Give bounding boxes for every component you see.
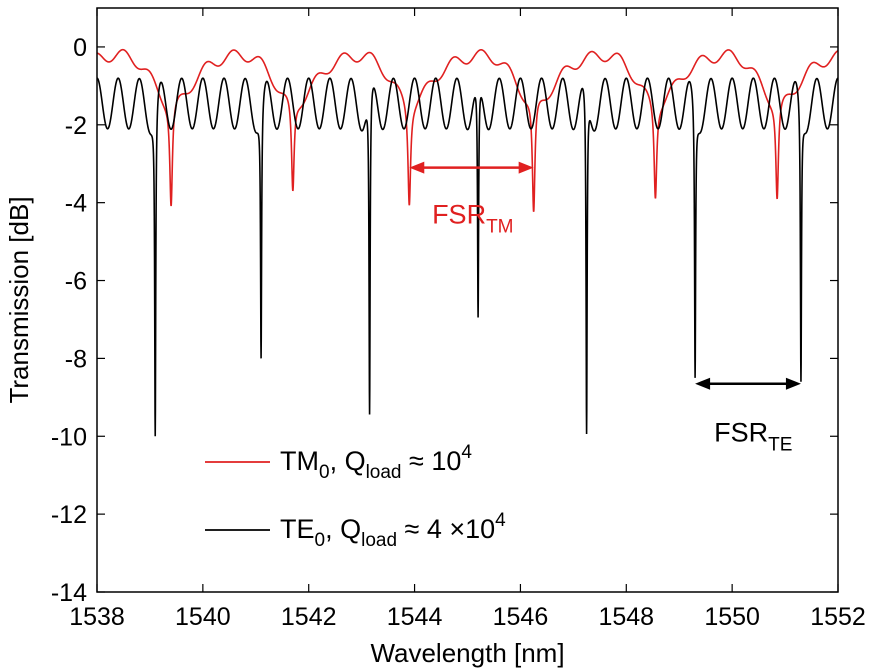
fsr-te-label: FSRTE xyxy=(714,417,792,455)
y-tick-label: -10 xyxy=(51,423,87,451)
fsr-te-arrow-head-right xyxy=(785,377,801,390)
plot-frame xyxy=(96,7,839,593)
legend: TM0, Qload ≈ 104 TE0, Qload ≈ 4 ×104 xyxy=(205,442,506,551)
y-tick-label: 0 xyxy=(73,34,87,62)
x-axis-label: Wavelength [nm] xyxy=(370,638,564,668)
fsr-te-arrow-head-left xyxy=(695,377,711,390)
x-tick-label: 1542 xyxy=(281,603,337,631)
x-tick-label: 1548 xyxy=(598,603,654,631)
legend-label-tm: TM0, Qload ≈ 104 xyxy=(280,442,472,483)
y-tick-label: -12 xyxy=(51,501,87,529)
y-axis-label: Transmission [dB] xyxy=(4,196,34,403)
series-line-te xyxy=(97,77,838,437)
fsr-tm-label: FSRTM xyxy=(432,199,513,237)
plot-lines xyxy=(97,48,838,437)
series-line-tm xyxy=(97,48,838,212)
annotations: FSRTM FSRTE xyxy=(409,161,801,455)
y-tick-label: -6 xyxy=(65,268,87,296)
x-tick-label: 1546 xyxy=(493,603,549,631)
fsr-tm-arrow-head-right xyxy=(518,161,534,174)
y-tick-label: -2 xyxy=(65,112,87,140)
y-tick-label: -4 xyxy=(65,190,87,218)
axis-ticks: 1538 1540 1542 1544 1546 1548 1550 1552 0 -2 -4 -6 -… xyxy=(51,8,866,631)
x-tick-label: 1540 xyxy=(175,603,231,631)
x-tick-label: 1550 xyxy=(704,603,760,631)
x-tick-label: 1552 xyxy=(810,603,866,631)
fsr-tm-arrow-head-left xyxy=(409,161,425,174)
legend-label-te: TE0, Qload ≈ 4 ×104 xyxy=(280,510,506,551)
y-tick-label: -8 xyxy=(65,345,87,373)
x-tick-label: 1544 xyxy=(387,603,443,631)
y-tick-label: -14 xyxy=(51,579,87,607)
x-tick-label: 1538 xyxy=(69,603,125,631)
